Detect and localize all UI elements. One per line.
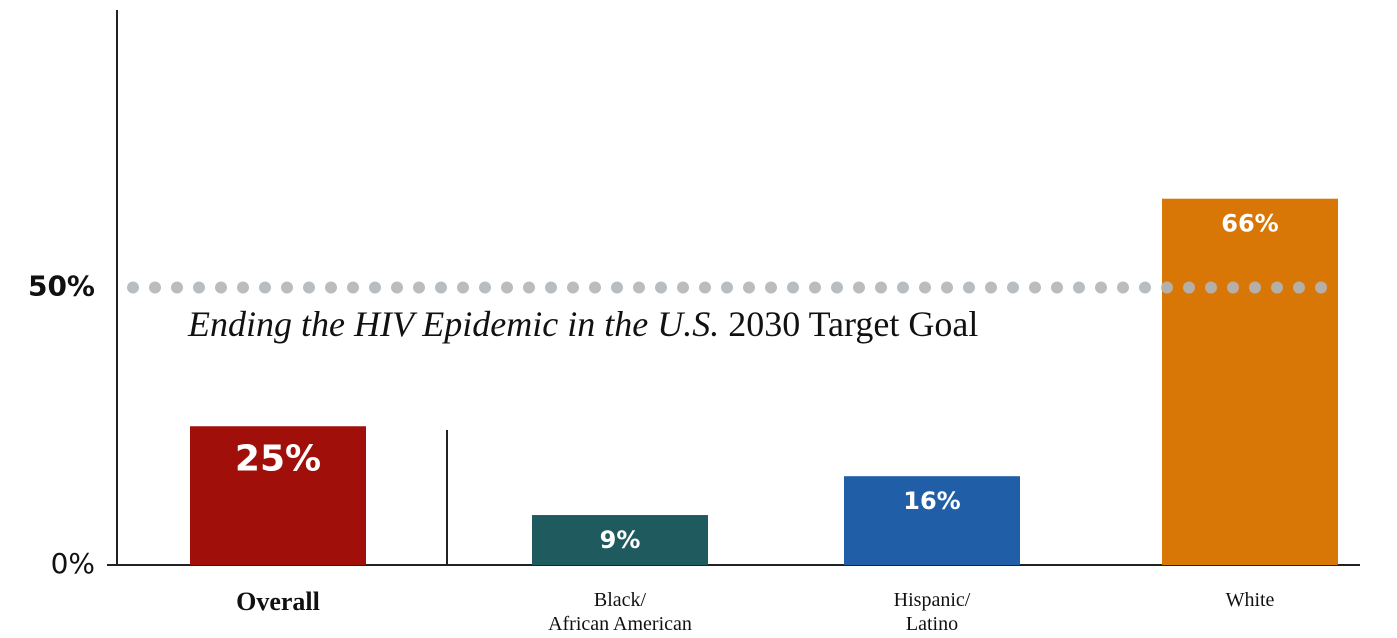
y-tick-label: 0%: [51, 547, 95, 580]
value-label: 25%: [235, 438, 321, 479]
value-label: 9%: [600, 526, 641, 554]
x-tick-label: Hispanic/ Latino: [893, 589, 971, 635]
annotation-italic: Ending the HIV Epidemic in the U.S.: [187, 304, 719, 344]
x-tick-label: Black/ African American: [548, 589, 692, 635]
annotation: Ending the HIV Epidemic in the U.S. 2030…: [187, 304, 978, 344]
value-label: 16%: [903, 487, 960, 515]
value-label: 66%: [1221, 210, 1278, 238]
x-tick-label: White: [1225, 589, 1275, 611]
y-tick-label: 50%: [28, 270, 95, 303]
annotation-regular: 2030 Target Goal: [728, 304, 978, 344]
bar: [190, 426, 366, 565]
x-tick-label: Overall: [236, 587, 320, 616]
bar: [1162, 198, 1338, 565]
bar: [532, 515, 708, 565]
bar: [844, 476, 1020, 565]
